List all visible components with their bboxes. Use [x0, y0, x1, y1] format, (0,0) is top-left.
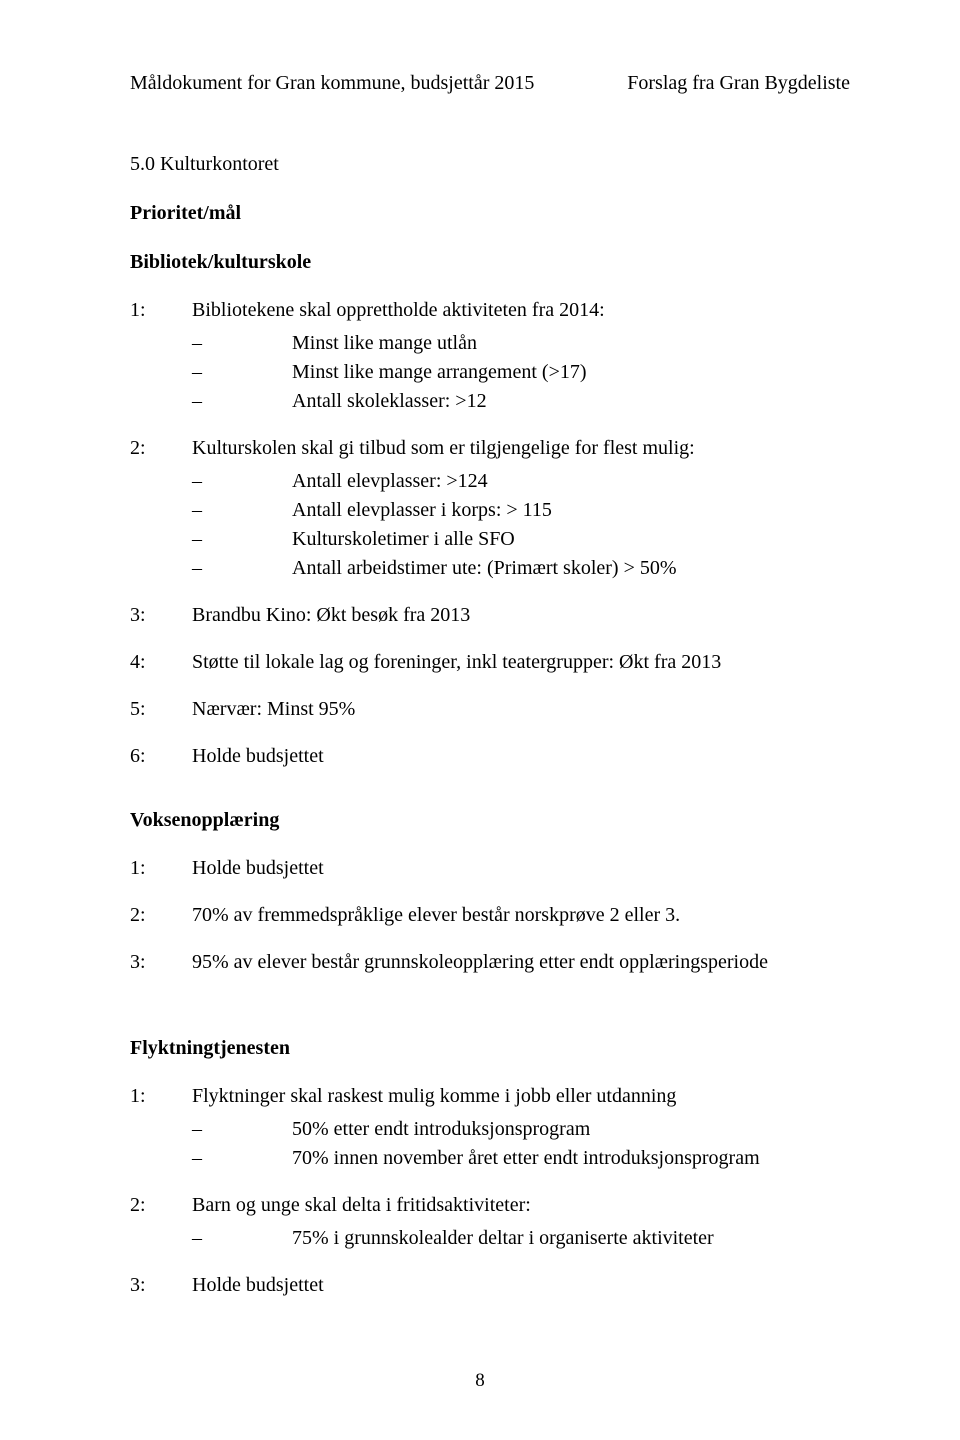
- item-text: Brandbu Kino: Økt besøk fra 2013: [192, 601, 850, 630]
- page-number: 8: [0, 1370, 960, 1392]
- bullet-text: 75% i grunnskolealder deltar i organiser…: [292, 1224, 714, 1253]
- flykt-item-3: 3: Holde budsjettet: [130, 1271, 850, 1300]
- list-item: –70% innen november året etter endt intr…: [130, 1144, 850, 1173]
- bullet-text: 50% etter endt introduksjonsprogram: [292, 1115, 590, 1144]
- dash-icon: –: [130, 329, 292, 358]
- header-left: Måldokument for Gran kommune, budsjettår…: [130, 72, 534, 95]
- item-text: Barn og unge skal delta i fritidsaktivit…: [192, 1191, 850, 1220]
- voksen-item-1: 1: Holde budsjettet: [130, 854, 850, 883]
- item-number: 6:: [130, 742, 192, 771]
- flykt-bullets-2: –75% i grunnskolealder deltar i organise…: [130, 1224, 850, 1253]
- bullet-text: 70% innen november året etter endt intro…: [292, 1144, 760, 1173]
- flykt-item-1: 1: Flyktninger skal raskest mulig komme …: [130, 1082, 850, 1111]
- bibliotek-item-1: 1: Bibliotekene skal opprettholde aktivi…: [130, 296, 850, 325]
- voksen-heading: Voksenopplæring: [130, 809, 850, 832]
- bibliotek-item-2: 2: Kulturskolen skal gi tilbud som er ti…: [130, 434, 850, 463]
- prioritet-label: Prioritet/mål: [130, 202, 850, 225]
- voksen-item-3: 3: 95% av elever består grunnskoleopplær…: [130, 948, 850, 977]
- item-number: 2:: [130, 434, 192, 463]
- dash-icon: –: [130, 554, 292, 583]
- item-text: Holde budsjettet: [192, 742, 850, 771]
- bullet-text: Antall skoleklasser: >12: [292, 387, 487, 416]
- bibliotek-item-6: 6: Holde budsjettet: [130, 742, 850, 771]
- list-item: –50% etter endt introduksjonsprogram: [130, 1115, 850, 1144]
- item-text: 95% av elever består grunnskoleopplæring…: [192, 948, 850, 977]
- voksen-item-2: 2: 70% av fremmedspråklige elever består…: [130, 901, 850, 930]
- bibliotek-item-5: 5: Nærvær: Minst 95%: [130, 695, 850, 724]
- item-number: 5:: [130, 695, 192, 724]
- item-text: Kulturskolen skal gi tilbud som er tilgj…: [192, 434, 850, 463]
- item-number: 2:: [130, 901, 192, 930]
- bullet-text: Kulturskoletimer i alle SFO: [292, 525, 515, 554]
- dash-icon: –: [130, 467, 292, 496]
- item-text: Flyktninger skal raskest mulig komme i j…: [192, 1082, 850, 1111]
- item-number: 3:: [130, 948, 192, 977]
- list-item: –Minst like mange arrangement (>17): [130, 358, 850, 387]
- item-text: Støtte til lokale lag og foreninger, ink…: [192, 648, 850, 677]
- item-text: 70% av fremmedspråklige elever består no…: [192, 901, 850, 930]
- dash-icon: –: [130, 1224, 292, 1253]
- list-item: –Antall elevplasser: >124: [130, 467, 850, 496]
- item-number: 1:: [130, 1082, 192, 1111]
- list-item: –Minst like mange utlån: [130, 329, 850, 358]
- bullet-text: Antall elevplasser i korps: > 115: [292, 496, 552, 525]
- bullet-text: Antall arbeidstimer ute: (Primært skoler…: [292, 554, 677, 583]
- page: Måldokument for Gran kommune, budsjettår…: [0, 0, 960, 1440]
- item-text: Holde budsjettet: [192, 1271, 850, 1300]
- item-number: 3:: [130, 1271, 192, 1300]
- flykt-item-2: 2: Barn og unge skal delta i fritidsakti…: [130, 1191, 850, 1220]
- dash-icon: –: [130, 525, 292, 554]
- list-item: –Antall skoleklasser: >12: [130, 387, 850, 416]
- item-number: 1:: [130, 296, 192, 325]
- dash-icon: –: [130, 1115, 292, 1144]
- section-title: 5.0 Kulturkontoret: [130, 153, 850, 176]
- item-text: Bibliotekene skal opprettholde aktivitet…: [192, 296, 850, 325]
- bullet-text: Minst like mange utlån: [292, 329, 477, 358]
- dash-icon: –: [130, 496, 292, 525]
- dash-icon: –: [130, 358, 292, 387]
- item-text: Nærvær: Minst 95%: [192, 695, 850, 724]
- item-number: 4:: [130, 648, 192, 677]
- header-right: Forslag fra Gran Bygdeliste: [627, 72, 850, 95]
- bibliotek-heading: Bibliotek/kulturskole: [130, 251, 850, 274]
- list-item: –Antall arbeidstimer ute: (Primært skole…: [130, 554, 850, 583]
- dash-icon: –: [130, 387, 292, 416]
- list-item: –Kulturskoletimer i alle SFO: [130, 525, 850, 554]
- list-item: –75% i grunnskolealder deltar i organise…: [130, 1224, 850, 1253]
- list-item: –Antall elevplasser i korps: > 115: [130, 496, 850, 525]
- bibliotek-bullets-2: –Antall elevplasser: >124 –Antall elevpl…: [130, 467, 850, 583]
- item-number: 2:: [130, 1191, 192, 1220]
- bibliotek-bullets-1: –Minst like mange utlån –Minst like mang…: [130, 329, 850, 416]
- dash-icon: –: [130, 1144, 292, 1173]
- flykt-heading: Flyktningtjenesten: [130, 1037, 850, 1060]
- bullet-text: Minst like mange arrangement (>17): [292, 358, 587, 387]
- page-header: Måldokument for Gran kommune, budsjettår…: [130, 72, 850, 95]
- bibliotek-item-4: 4: Støtte til lokale lag og foreninger, …: [130, 648, 850, 677]
- flykt-bullets-1: –50% etter endt introduksjonsprogram –70…: [130, 1115, 850, 1173]
- item-text: Holde budsjettet: [192, 854, 850, 883]
- bullet-text: Antall elevplasser: >124: [292, 467, 488, 496]
- item-number: 3:: [130, 601, 192, 630]
- item-number: 1:: [130, 854, 192, 883]
- bibliotek-item-3: 3: Brandbu Kino: Økt besøk fra 2013: [130, 601, 850, 630]
